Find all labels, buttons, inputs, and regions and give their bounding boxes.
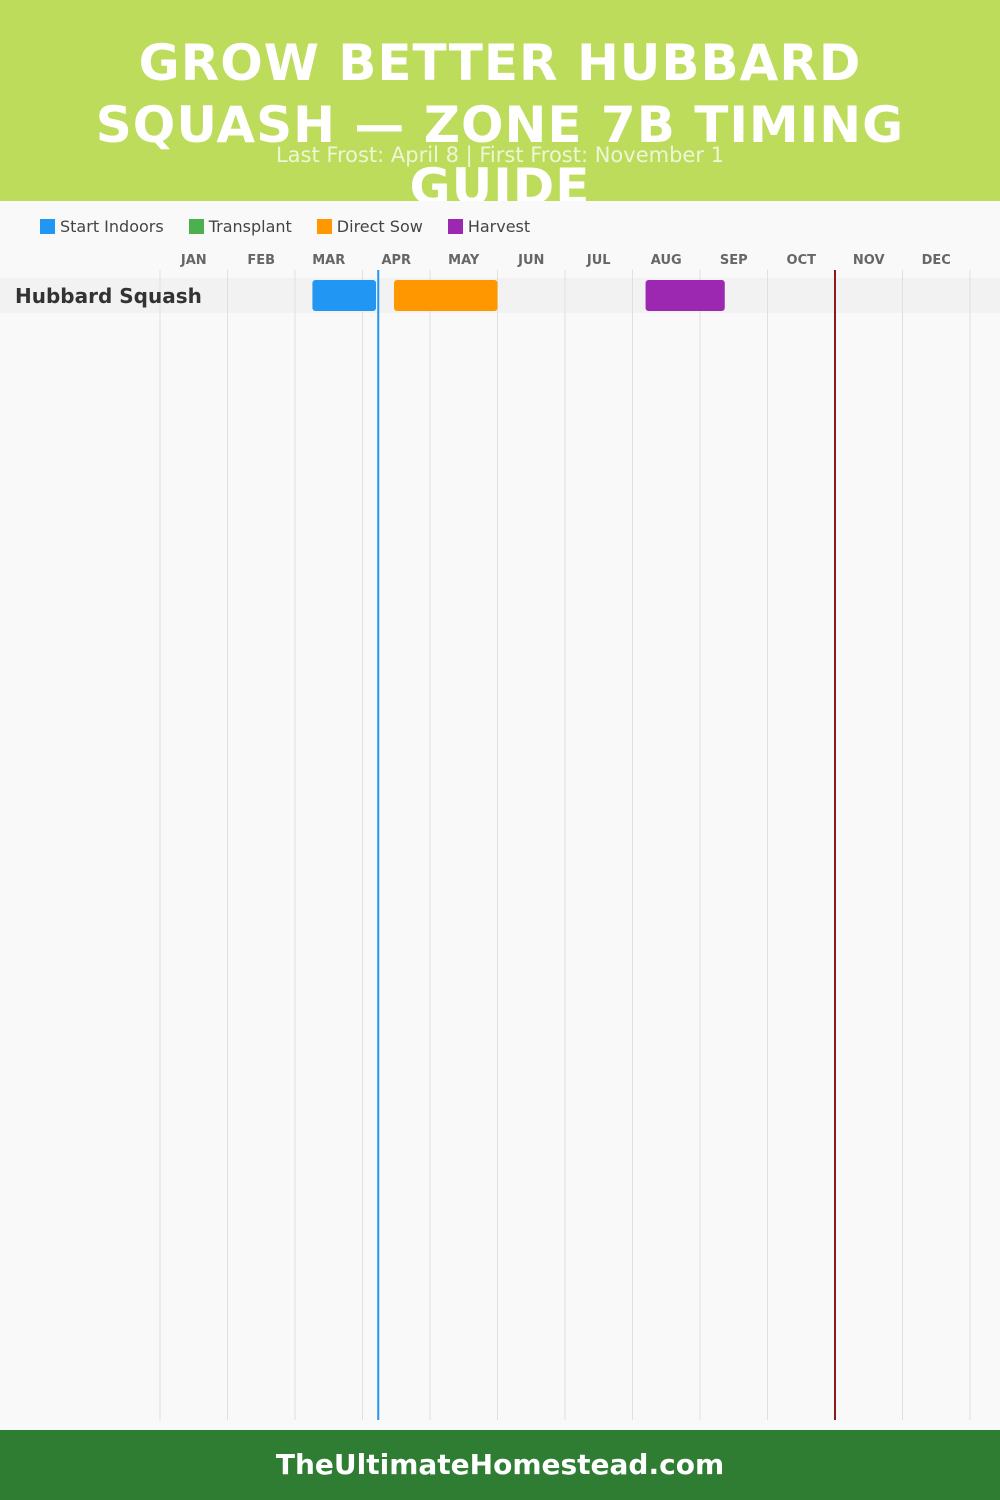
- legend-swatch: [316, 218, 332, 234]
- month-label-jul: JUL: [586, 253, 611, 268]
- header-banner: GROW BETTER HUBBARD SQUASH — ZONE 7B TIM…: [0, 0, 1000, 201]
- month-label-mar: MAR: [312, 253, 345, 268]
- month-label-oct: OCT: [787, 253, 817, 268]
- legend-item-direct-sow: Direct Sow: [316, 216, 423, 236]
- task-bar-direct-sow: [394, 280, 498, 311]
- footer-banner: TheUltimateHomestead.com: [0, 1430, 1000, 1500]
- month-label-aug: AUG: [651, 253, 682, 268]
- legend-item-harvest: Harvest: [447, 216, 531, 236]
- chart-legend: Start Indoors Transplant Direct Sow Harvest: [40, 214, 555, 238]
- month-label-jun: JUN: [517, 253, 544, 268]
- legend-label: Start Indoors: [60, 216, 164, 236]
- crop-label: Hubbard Squash: [15, 284, 202, 308]
- legend-label: Harvest: [467, 216, 531, 236]
- month-label-apr: APR: [381, 253, 411, 268]
- page-title: GROW BETTER HUBBARD SQUASH — ZONE 7B TIM…: [95, 34, 905, 201]
- month-label-nov: NOV: [853, 253, 885, 268]
- frost-dates-subtitle: Last Frost: April 8 | First Frost: Novem…: [275, 143, 725, 167]
- legend-item-transplant: Transplant: [188, 216, 292, 236]
- footer-site-name: TheUltimateHomestead.com: [275, 1448, 725, 1481]
- task-bar-harvest: [645, 280, 725, 311]
- legend-label: Direct Sow: [336, 216, 423, 236]
- legend-label: Transplant: [208, 216, 292, 236]
- legend-swatch: [40, 218, 55, 234]
- crop-row-background: [0, 278, 1000, 313]
- month-label-dec: DEC: [922, 253, 951, 268]
- legend-swatch: [188, 218, 204, 234]
- month-label-jan: JAN: [180, 253, 207, 268]
- legend-swatch: [447, 218, 463, 234]
- month-label-sep: SEP: [720, 253, 748, 268]
- task-bar-start-indoors: [312, 280, 376, 311]
- month-label-may: MAY: [448, 253, 480, 268]
- month-label-feb: FEB: [247, 253, 275, 268]
- legend-item-start-indoors: Start Indoors: [40, 217, 164, 236]
